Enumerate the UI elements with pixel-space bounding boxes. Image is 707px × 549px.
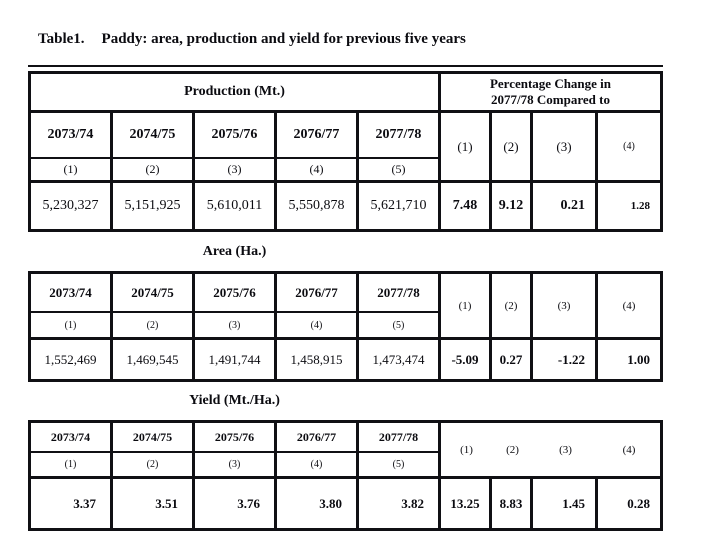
year-header-cell: 2074/75 bbox=[113, 274, 195, 313]
column-number-cell: (3) bbox=[195, 453, 277, 479]
pct-value-cell: 0.27 bbox=[492, 340, 533, 379]
pct-change-header-cell: Percentage Change in 2077/78 Compared to bbox=[441, 74, 660, 113]
column-number-cell: (1) bbox=[31, 453, 113, 479]
column-number-cell: (5) bbox=[359, 313, 441, 340]
year-header-cell: 2073/74 bbox=[31, 113, 113, 159]
column-number-cell: (2) bbox=[113, 313, 195, 340]
pct-value-cell: 1.00 bbox=[627, 351, 650, 367]
pct-value-cell: 0.21 bbox=[533, 183, 598, 229]
pct-value-cell: 9.12 bbox=[492, 183, 533, 229]
year-header-cell: 2075/76 bbox=[195, 274, 277, 313]
production-table: Production (Mt.) Percentage Change in 20… bbox=[28, 71, 663, 232]
column-number-cell: (1) bbox=[31, 313, 113, 340]
pct-value-cell: -5.09 bbox=[441, 340, 492, 379]
pct-column-number-cell: (2) bbox=[492, 274, 533, 340]
year-header-cell: 2073/74 bbox=[31, 423, 113, 453]
column-number-cell: (4) bbox=[277, 313, 359, 340]
pct-column-number: (3) bbox=[559, 443, 572, 456]
year-header-cell: 2075/76 bbox=[195, 423, 277, 453]
pct-value-cell: 0.28 bbox=[627, 495, 650, 511]
year-header-cell: 2076/77 bbox=[277, 274, 359, 313]
section-title-area: Area (Ha.) bbox=[202, 244, 267, 259]
pct-column-number-cell: (3) bbox=[533, 113, 598, 183]
column-number-cell: (1) bbox=[31, 159, 113, 183]
column-number-cell: (2) bbox=[113, 159, 195, 183]
section-title-yield: Yield (Mt./Ha.) bbox=[189, 393, 280, 408]
pct-value-cell: -1.22 bbox=[533, 340, 598, 379]
pct-change-header-line2: 2077/78 Compared to bbox=[491, 92, 610, 107]
pct-column-number-cell: (3) bbox=[533, 274, 598, 340]
year-header-cell: 2077/78 bbox=[359, 274, 441, 313]
top-rule bbox=[28, 65, 663, 67]
year-header-cell: 2073/74 bbox=[31, 274, 113, 313]
value-cell: 5,621,710 bbox=[359, 183, 441, 229]
year-header-cell: 2074/75 bbox=[113, 113, 195, 159]
value-cell: 1,469,545 bbox=[113, 340, 195, 379]
pct-column-number: (4) bbox=[622, 443, 636, 456]
yield-table: 2073/74 2074/75 2075/76 2076/77 2077/78 … bbox=[28, 420, 663, 531]
year-header-cell: 2076/77 bbox=[277, 113, 359, 159]
pct-column-number-cell: (1) bbox=[441, 274, 492, 340]
value-cell: 3.37 bbox=[31, 479, 113, 528]
value-cell: 1,552,469 bbox=[31, 340, 113, 379]
value-cell: 5,550,878 bbox=[277, 183, 359, 229]
pct-value-cell: 7.48 bbox=[441, 183, 492, 229]
column-number-cell: (5) bbox=[359, 453, 441, 479]
pct-column-number: (1) bbox=[460, 443, 473, 456]
value-cell: 5,610,011 bbox=[195, 183, 277, 229]
value-cell: 1,473,474 bbox=[359, 340, 441, 379]
table-number: Table1. bbox=[38, 31, 85, 47]
pct-value-cell: 13.25 bbox=[441, 479, 492, 528]
table-title-text: Paddy: area, production and yield for pr… bbox=[101, 31, 466, 47]
pct-column-number-cell: (4) bbox=[598, 113, 660, 183]
column-number-cell: (5) bbox=[359, 159, 441, 183]
year-header-cell: 2075/76 bbox=[195, 113, 277, 159]
pct-column-number-cell: (2) bbox=[492, 113, 533, 183]
value-cell: 3.82 bbox=[359, 479, 441, 528]
production-header-cell: Production (Mt.) bbox=[31, 74, 441, 113]
value-cell: 5,230,327 bbox=[31, 183, 113, 229]
pct-change-header-line1: Percentage Change in bbox=[489, 76, 612, 91]
column-number-cell: (3) bbox=[195, 313, 277, 340]
pct-column-number-cell: (4) bbox=[598, 274, 660, 340]
pct-value-cell: 1.28 bbox=[630, 200, 650, 212]
year-header-cell: 2077/78 bbox=[359, 113, 441, 159]
pct-column-number: (2) bbox=[506, 443, 519, 456]
column-number-cell: (2) bbox=[113, 453, 195, 479]
column-number-cell: (4) bbox=[277, 159, 359, 183]
year-header-cell: 2076/77 bbox=[277, 423, 359, 453]
value-cell: 3.51 bbox=[113, 479, 195, 528]
pct-column-number-merged-cell: (1) (2) (3) (4) bbox=[441, 423, 660, 479]
column-number-cell: (3) bbox=[195, 159, 277, 183]
value-cell: 1,491,744 bbox=[195, 340, 277, 379]
pct-value-cell: 1.45 bbox=[533, 479, 598, 528]
table-caption: Table1. Paddy: area, production and yield… bbox=[38, 30, 707, 48]
year-header-cell: 2074/75 bbox=[113, 423, 195, 453]
year-header-cell: 2077/78 bbox=[359, 423, 441, 453]
value-cell: 3.76 bbox=[195, 479, 277, 528]
pct-value-cell: 8.83 bbox=[492, 479, 533, 528]
value-cell: 3.80 bbox=[277, 479, 359, 528]
column-number-cell: (4) bbox=[277, 453, 359, 479]
area-table: 2073/74 2074/75 2075/76 2076/77 2077/78 … bbox=[28, 271, 663, 382]
value-cell: 5,151,925 bbox=[113, 183, 195, 229]
pct-column-number-cell: (1) bbox=[441, 113, 492, 183]
value-cell: 1,458,915 bbox=[277, 340, 359, 379]
